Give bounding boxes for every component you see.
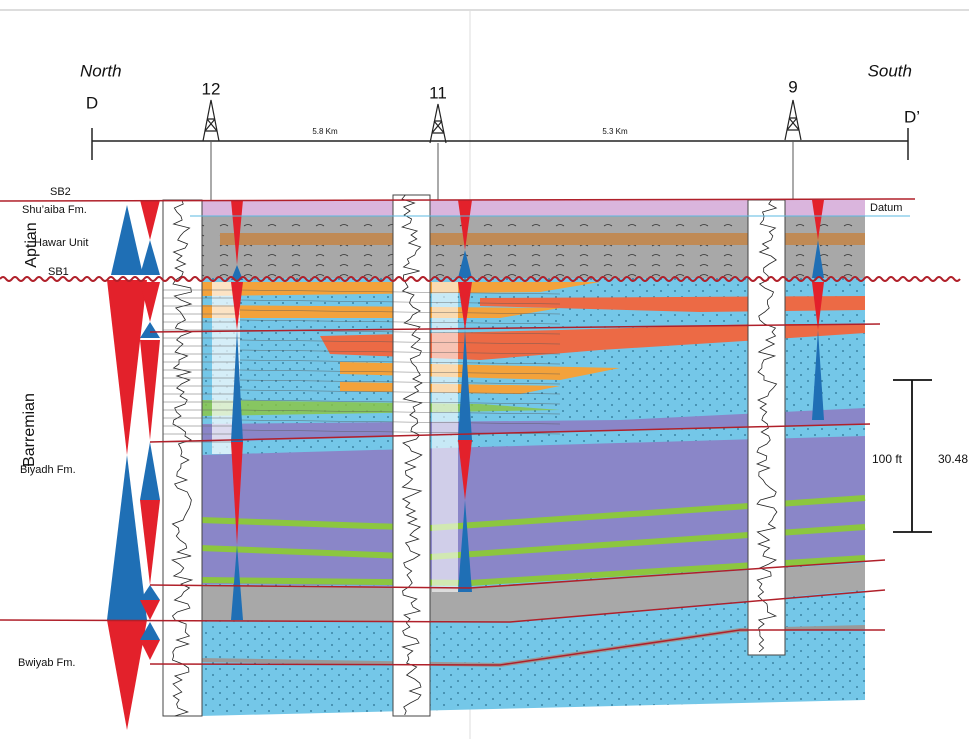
- formation-label: Bwiyab Fm.: [18, 657, 75, 669]
- stage-label: Aptian: [23, 222, 40, 267]
- cycle-triangle: [140, 500, 160, 585]
- cycle-triangle: [140, 640, 160, 660]
- well-label: 12: [202, 79, 221, 98]
- distance-label: 5.8 Km: [312, 127, 338, 136]
- horizon-label: SB1: [48, 266, 69, 278]
- cycle-triangle: [111, 205, 143, 275]
- datum-label: Datum: [870, 202, 902, 214]
- cycle-triangle: [140, 200, 160, 240]
- formation-label: Hawar Unit: [34, 237, 88, 249]
- derrick: [785, 100, 801, 140]
- derrick: [430, 104, 446, 143]
- cycle-triangle: [107, 620, 147, 730]
- scale-label: 100 ft: [872, 452, 903, 466]
- cycle-triangle: [107, 455, 147, 620]
- cycle-triangle: [140, 322, 160, 338]
- cross-section: North South D D’ 5.8 Km 5.3 Km 12 11 9 S…: [0, 0, 969, 739]
- cycle-triangle: [140, 240, 160, 275]
- horizon-label: SB2: [50, 186, 71, 198]
- derricks: [203, 100, 801, 200]
- distance-label: 5.3 Km: [602, 127, 628, 136]
- cycle-triangle: [107, 280, 147, 455]
- section-start: D: [86, 93, 98, 112]
- well-label: 11: [429, 83, 447, 102]
- section-end: D’: [904, 107, 920, 126]
- derrick: [203, 100, 219, 141]
- cycle-triangle: [140, 442, 160, 500]
- cycle-triangle: [140, 340, 160, 440]
- well-label: 9: [788, 77, 797, 96]
- stage-label: Barremian: [21, 393, 38, 467]
- north-label: North: [80, 61, 122, 80]
- formation-label: Shu’aiba Fm.: [22, 204, 87, 216]
- south-label: South: [868, 61, 912, 80]
- scale-label: 30.48 m: [938, 452, 969, 466]
